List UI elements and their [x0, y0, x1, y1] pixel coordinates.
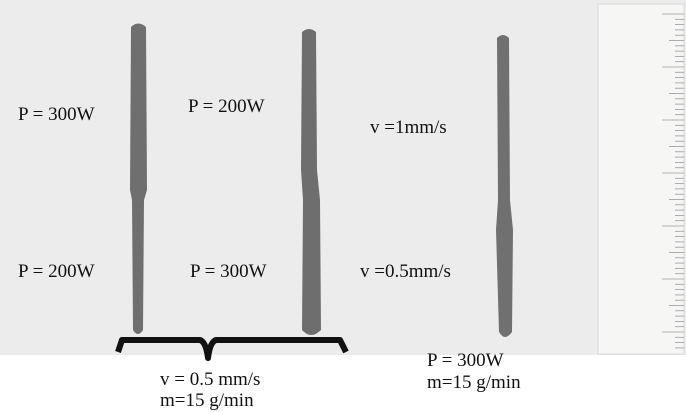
- ruler: [597, 3, 685, 355]
- group-caption: m=15 g/min: [160, 390, 254, 411]
- sample-label: P = 300W: [18, 104, 95, 125]
- sample-label: v =0.5mm/s: [360, 261, 451, 282]
- sample-rod: [301, 29, 321, 335]
- sample-rod: [130, 23, 147, 334]
- single-caption: m=15 g/min: [427, 372, 521, 393]
- grouping-brace: [115, 337, 349, 361]
- sample-label: P = 300W: [190, 261, 267, 282]
- group-caption: v = 0.5 mm/s: [160, 369, 260, 390]
- sample-label: P = 200W: [18, 261, 95, 282]
- sample-label: P = 200W: [188, 96, 265, 117]
- single-caption: P = 300W: [427, 350, 504, 371]
- photo-background: [0, 0, 686, 355]
- ruler-body: [597, 3, 685, 355]
- sample-label: v =1mm/s: [370, 117, 447, 138]
- sample-rod: [496, 35, 513, 337]
